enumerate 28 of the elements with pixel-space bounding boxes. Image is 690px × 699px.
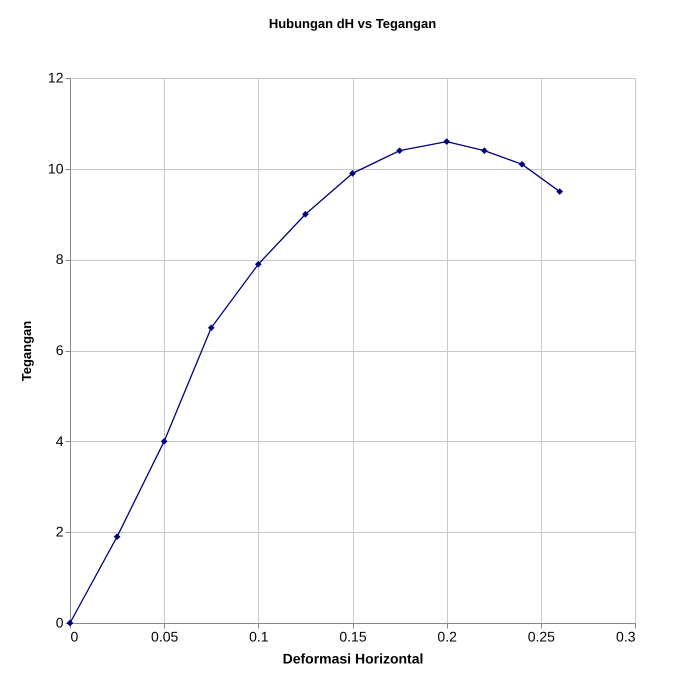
x-tick-label: 0.3	[616, 628, 636, 644]
point	[518, 160, 526, 168]
point	[208, 324, 215, 332]
chart-title: Hubungan dH vs Tegangan	[268, 16, 436, 31]
x-tick-label: 0	[70, 628, 78, 644]
point	[254, 260, 262, 268]
x-tick-label: 0.2	[437, 628, 458, 644]
x-tick-label: 0.15	[339, 628, 367, 644]
x-axis-title: Deformasi Horizontal	[282, 650, 424, 666]
y-tick-label: 6	[56, 342, 64, 358]
y-axis-title: Tegangan	[18, 320, 34, 382]
point	[480, 147, 488, 154]
y-tick-label: 4	[56, 432, 64, 449]
y-tick-label: 0	[56, 614, 64, 630]
y-tick-label: 8	[56, 251, 64, 268]
point	[160, 438, 168, 445]
y-tick-label: 10	[48, 160, 64, 176]
point	[556, 188, 564, 195]
point	[349, 170, 356, 177]
y-tick-label: 2	[56, 524, 64, 540]
x-tick-label: 0.05	[151, 628, 179, 644]
x-tick-label: 0.25	[528, 628, 556, 644]
point	[114, 533, 120, 540]
point	[396, 147, 403, 154]
x-tick-label: 0.1	[249, 628, 269, 644]
y-tick-label: 12	[48, 70, 64, 86]
point	[443, 138, 450, 145]
point	[302, 210, 309, 218]
